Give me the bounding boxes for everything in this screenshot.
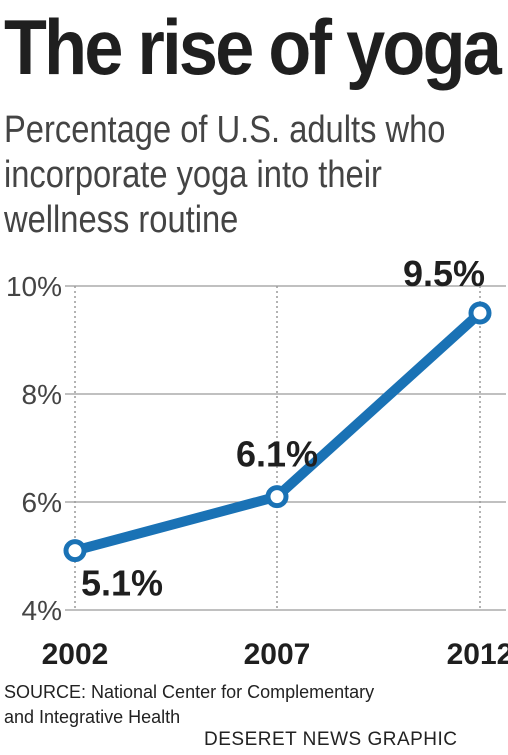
y-tick-label: 8% [22, 379, 62, 410]
source-note: SOURCE: National Center for Complementar… [4, 682, 375, 727]
data-point-marker [468, 301, 492, 325]
data-point-marker [265, 485, 289, 509]
chart-subtitle: Percentage of U.S. adults who incorporat… [4, 109, 446, 241]
x-tick-label: 2002 [42, 638, 109, 671]
graphic-credit: DESERET NEWS GRAPHIC [204, 729, 458, 750]
data-point-marker [63, 539, 87, 563]
x-tick-label: 2012 [447, 638, 508, 671]
data-label: 6.1% [236, 434, 318, 475]
chart-title: The rise of yoga [4, 3, 502, 91]
y-tick-label: 10% [6, 271, 62, 302]
label-layer: 4% 6% 8% 10% 2002 2007 2012 5.1% 6.1% 9.5% [6, 253, 508, 671]
data-label: 9.5% [403, 253, 485, 294]
y-tick-label: 6% [22, 487, 62, 518]
data-label: 5.1% [81, 563, 163, 604]
x-tick-label: 2007 [244, 638, 311, 671]
series-layer [63, 301, 492, 563]
y-tick-label: 4% [22, 595, 62, 626]
